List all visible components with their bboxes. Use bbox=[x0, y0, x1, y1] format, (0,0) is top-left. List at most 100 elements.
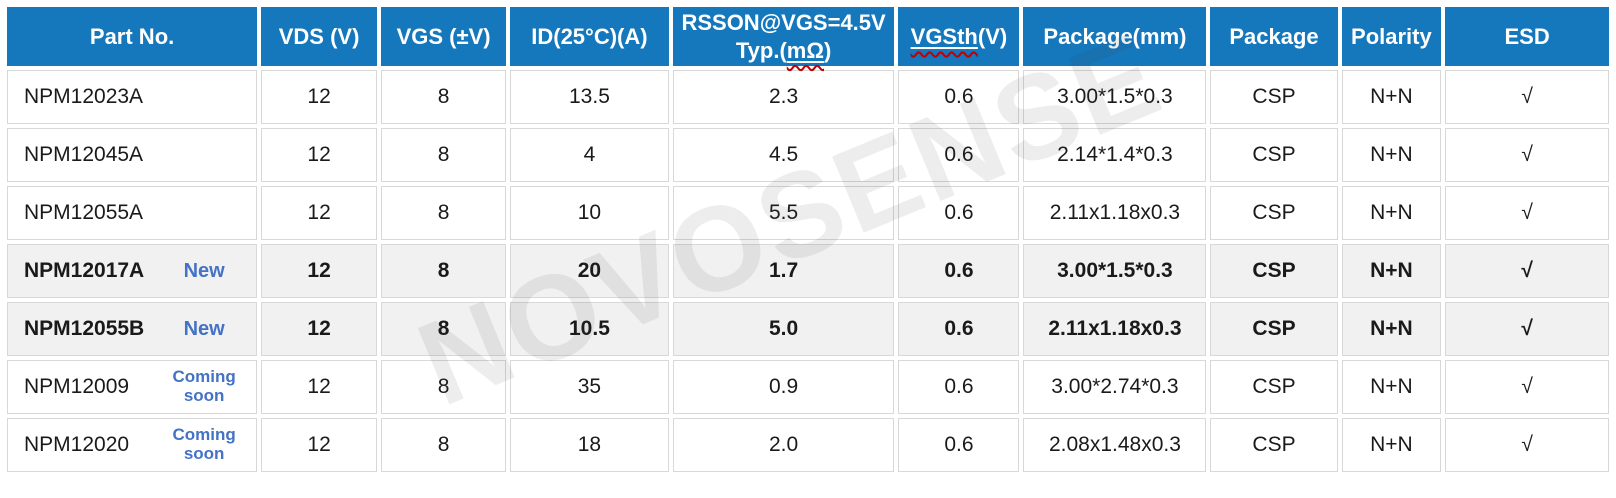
vds-value: 12 bbox=[261, 186, 378, 240]
package-mm-value: 3.00*1.5*0.3 bbox=[1023, 244, 1207, 298]
id-value: 35 bbox=[510, 360, 669, 414]
esd-check: √ bbox=[1445, 186, 1609, 240]
part-cell: NPM12009 Coming soon bbox=[7, 360, 258, 414]
id-value: 10 bbox=[510, 186, 669, 240]
vgs-value: 8 bbox=[381, 70, 507, 124]
rsson-value: 2.3 bbox=[672, 70, 895, 124]
vds-value: 12 bbox=[261, 302, 378, 356]
package-mm-value: 3.00*1.5*0.3 bbox=[1023, 70, 1207, 124]
package-mm-value: 2.11x1.18x0.3 bbox=[1023, 186, 1207, 240]
table-row: NPM12023A 12 8 13.5 2.3 0.6 3.00*1.5*0.3… bbox=[7, 70, 1609, 124]
part-cell: NPM12017A New bbox=[7, 244, 258, 298]
column-header-id: ID(25°C)(A) bbox=[510, 7, 669, 66]
package-value: CSP bbox=[1210, 244, 1338, 298]
esd-check: √ bbox=[1445, 70, 1609, 124]
polarity-value: N+N bbox=[1341, 128, 1442, 182]
part-number: NPM12055A bbox=[24, 201, 144, 224]
polarity-value: N+N bbox=[1341, 360, 1442, 414]
id-value: 4 bbox=[510, 128, 669, 182]
column-header-vds: VDS (V) bbox=[261, 7, 378, 66]
rsson-value: 0.9 bbox=[672, 360, 895, 414]
esd-check: √ bbox=[1445, 302, 1609, 356]
spellcheck-underline: VGSth bbox=[910, 23, 978, 49]
vgs-value: 8 bbox=[381, 244, 507, 298]
vgs-value: 8 bbox=[381, 302, 507, 356]
column-header-vgs: VGS (±V) bbox=[381, 7, 507, 66]
part-cell: NPM12045A bbox=[7, 128, 258, 182]
esd-check: √ bbox=[1445, 128, 1609, 182]
package-value: CSP bbox=[1210, 302, 1338, 356]
table-row: NPM12055A 12 8 10 5.5 0.6 2.11x1.18x0.3 … bbox=[7, 186, 1609, 240]
table-row-new: NPM12017A New 12 8 20 1.7 0.6 3.00*1.5*0.… bbox=[7, 244, 1609, 298]
vgsth-value: 0.6 bbox=[898, 70, 1020, 124]
polarity-value: N+N bbox=[1341, 302, 1442, 356]
vgs-value: 8 bbox=[381, 418, 507, 472]
package-mm-value: 2.11x1.18x0.3 bbox=[1023, 302, 1207, 356]
vgsth-value: 0.6 bbox=[898, 186, 1020, 240]
package-value: CSP bbox=[1210, 186, 1338, 240]
id-value: 20 bbox=[510, 244, 669, 298]
part-number: NPM12009 bbox=[24, 375, 130, 398]
spellcheck-underline: mΩ bbox=[786, 37, 824, 63]
id-value: 18 bbox=[510, 418, 669, 472]
package-mm-value: 2.14*1.4*0.3 bbox=[1023, 128, 1207, 182]
column-header-part-no: Part No. bbox=[7, 7, 258, 66]
rsson-value: 5.0 bbox=[672, 302, 895, 356]
vgsth-value: 0.6 bbox=[898, 360, 1020, 414]
new-tag: New bbox=[183, 318, 225, 340]
vgsth-value: 0.6 bbox=[898, 128, 1020, 182]
table-row-coming-soon: NPM12009 Coming soon 12 8 35 0.9 0.6 3.00… bbox=[7, 360, 1609, 414]
esd-check: √ bbox=[1445, 418, 1609, 472]
table-row-new: NPM12055B New 12 8 10.5 5.0 0.6 2.11x1.18… bbox=[7, 302, 1609, 356]
polarity-value: N+N bbox=[1341, 186, 1442, 240]
rsson-value: 5.5 bbox=[672, 186, 895, 240]
mosfet-spec-table: Part No. VDS (V) VGS (±V) ID(25°C)(A) RS… bbox=[3, 3, 1613, 476]
id-value: 10.5 bbox=[510, 302, 669, 356]
vgsth-value: 0.6 bbox=[898, 244, 1020, 298]
vgs-value: 8 bbox=[381, 128, 507, 182]
vgsth-value: 0.6 bbox=[898, 418, 1020, 472]
rsson-value: 2.0 bbox=[672, 418, 895, 472]
esd-check: √ bbox=[1445, 244, 1609, 298]
package-mm-value: 3.00*2.74*0.3 bbox=[1023, 360, 1207, 414]
part-number: NPM12055B bbox=[24, 317, 145, 340]
part-cell: NPM12055B New bbox=[7, 302, 258, 356]
package-value: CSP bbox=[1210, 128, 1338, 182]
rsson-value: 1.7 bbox=[672, 244, 895, 298]
esd-check: √ bbox=[1445, 360, 1609, 414]
package-value: CSP bbox=[1210, 360, 1338, 414]
rsson-value: 4.5 bbox=[672, 128, 895, 182]
coming-soon-tag: Coming soon bbox=[172, 367, 236, 405]
package-value: CSP bbox=[1210, 70, 1338, 124]
part-number: NPM12045A bbox=[24, 143, 144, 166]
vds-value: 12 bbox=[261, 360, 378, 414]
part-number: NPM12017A bbox=[24, 259, 145, 282]
new-tag: New bbox=[183, 260, 225, 282]
part-number: NPM12020 bbox=[24, 433, 130, 456]
rsson-header-line1: RSSON@VGS=4.5V bbox=[681, 10, 886, 35]
id-value: 13.5 bbox=[510, 70, 669, 124]
vgsth-value: 0.6 bbox=[898, 302, 1020, 356]
rsson-header-line2: Typ.(mΩ) bbox=[735, 37, 832, 63]
coming-soon-tag: Coming soon bbox=[172, 425, 236, 463]
part-cell: NPM12055A bbox=[7, 186, 258, 240]
vds-value: 12 bbox=[261, 418, 378, 472]
column-header-rsson: RSSON@VGS=4.5V Typ.(mΩ) bbox=[672, 7, 895, 66]
part-cell: NPM12023A bbox=[7, 70, 258, 124]
column-header-package: Package bbox=[1210, 7, 1338, 66]
vds-value: 12 bbox=[261, 128, 378, 182]
polarity-value: N+N bbox=[1341, 244, 1442, 298]
part-number: NPM12023A bbox=[24, 85, 144, 108]
polarity-value: N+N bbox=[1341, 70, 1442, 124]
column-header-polarity: Polarity bbox=[1341, 7, 1442, 66]
column-header-vgsth: VGSth(V) bbox=[898, 7, 1020, 66]
column-header-package-mm: Package(mm) bbox=[1023, 7, 1207, 66]
vds-value: 12 bbox=[261, 244, 378, 298]
package-mm-value: 2.08x1.48x0.3 bbox=[1023, 418, 1207, 472]
part-cell: NPM12020 Coming soon bbox=[7, 418, 258, 472]
package-value: CSP bbox=[1210, 418, 1338, 472]
table-row-coming-soon: NPM12020 Coming soon 12 8 18 2.0 0.6 2.08… bbox=[7, 418, 1609, 472]
polarity-value: N+N bbox=[1341, 418, 1442, 472]
vds-value: 12 bbox=[261, 70, 378, 124]
